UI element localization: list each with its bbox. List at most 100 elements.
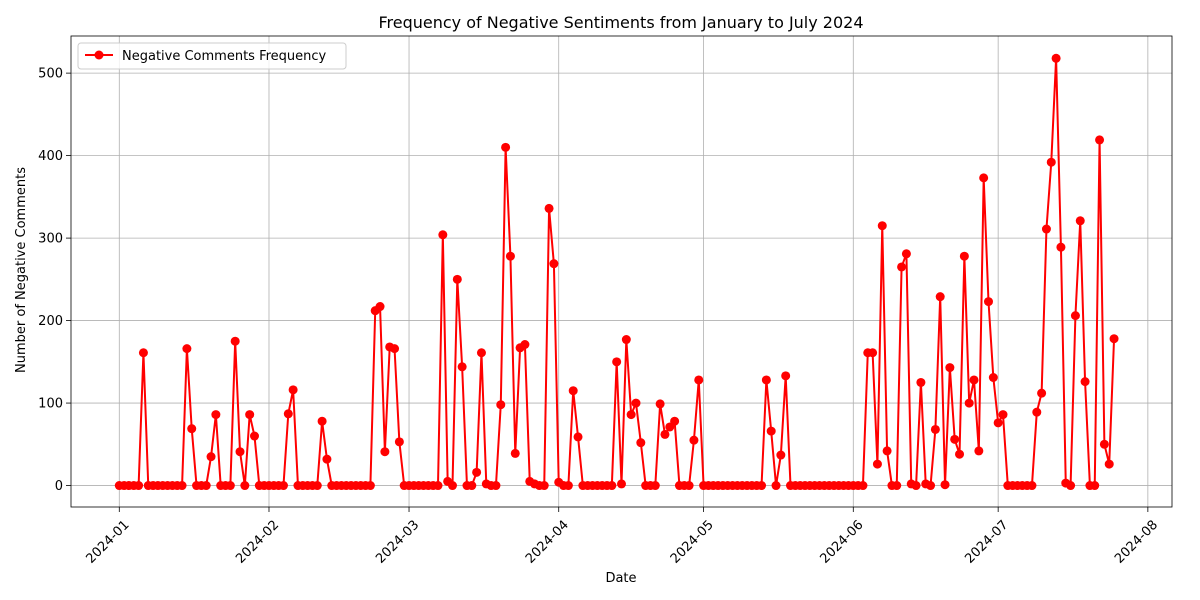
data-point (496, 400, 506, 410)
data-point (940, 480, 950, 490)
data-point (897, 262, 907, 272)
data-point (872, 459, 882, 469)
data-point (375, 302, 385, 312)
data-point (650, 481, 660, 491)
data-point (365, 481, 375, 491)
data-point (433, 481, 443, 491)
data-point (1095, 135, 1105, 145)
data-point (563, 481, 573, 491)
data-point (476, 348, 486, 358)
data-point (1070, 311, 1080, 321)
data-point (206, 452, 216, 462)
data-point (969, 375, 979, 385)
y-tick-label: 400 (38, 149, 63, 164)
data-point (930, 424, 940, 434)
data-point (655, 399, 665, 409)
data-point (1046, 157, 1056, 167)
data-point (868, 348, 878, 358)
data-point (134, 481, 144, 491)
legend: Negative Comments Frequency (77, 42, 347, 70)
x-axis-title: Date (605, 571, 636, 586)
data-point (317, 416, 327, 426)
data-point (1041, 224, 1051, 234)
data-point (177, 481, 187, 491)
x-tick-label: 2024-01 (84, 518, 133, 567)
data-point (501, 142, 511, 152)
data-point (1109, 334, 1119, 344)
data-point (776, 450, 786, 460)
data-point (950, 434, 960, 444)
data-point (621, 335, 631, 345)
y-tick-label: 0 (55, 479, 63, 494)
data-point (781, 371, 791, 381)
grid (71, 36, 1172, 507)
x-tick-label: 2024-08 (1112, 518, 1161, 567)
x-tick-label: 2024-07 (962, 518, 1011, 567)
data-point (974, 446, 984, 456)
data-point (1066, 481, 1076, 491)
data-point (607, 481, 617, 491)
data-point (766, 426, 776, 436)
data-point (230, 336, 240, 346)
data-point (945, 363, 955, 373)
y-tick-label: 500 (38, 67, 63, 82)
data-point (1027, 481, 1037, 491)
data-point (979, 173, 989, 183)
data-point (472, 467, 482, 477)
data-point (390, 344, 400, 354)
data-point (901, 249, 911, 259)
data-point (457, 362, 467, 372)
data-point (617, 479, 626, 489)
data-point (573, 432, 583, 442)
legend-marker-swatch (94, 50, 104, 60)
data-point (626, 410, 636, 420)
data-point (452, 274, 462, 284)
x-tick-label: 2024-06 (818, 518, 867, 567)
data-point (892, 481, 902, 491)
data-point (1075, 216, 1085, 226)
data-point (510, 448, 520, 458)
data-point (225, 481, 235, 491)
data-point (955, 449, 965, 459)
legend-label: Negative Comments Frequency (122, 49, 327, 64)
data-point (1090, 481, 1100, 491)
data-point (636, 438, 646, 448)
data-point (1099, 439, 1109, 449)
data-point (1051, 53, 1061, 63)
data-point (1056, 242, 1066, 252)
data-point (288, 385, 298, 395)
data-point (1037, 388, 1047, 398)
data-point (438, 230, 448, 240)
data-point (182, 344, 192, 354)
data-point (539, 481, 549, 491)
data-point (670, 416, 680, 426)
data-point (877, 221, 887, 231)
data-point (322, 454, 332, 464)
data-point (187, 424, 197, 434)
data-point (964, 398, 974, 408)
data-point (988, 372, 998, 382)
x-tick-label: 2024-02 (233, 518, 282, 567)
data-point (201, 481, 211, 491)
data-point (235, 447, 245, 457)
data-point (278, 481, 288, 491)
data-point (771, 481, 781, 491)
data-point (757, 481, 767, 491)
x-tick-label: 2024-05 (668, 518, 717, 567)
data-point (1080, 377, 1090, 387)
data-point (858, 481, 868, 491)
data-point (250, 431, 259, 441)
data-point (998, 410, 1008, 420)
data-point (689, 435, 699, 445)
data-point (467, 481, 477, 491)
x-tick-label: 2024-04 (523, 518, 572, 567)
chart-title: Frequency of Negative Sentiments from Ja… (378, 13, 863, 32)
data-point (882, 446, 892, 456)
data-point (935, 292, 945, 302)
data-point (993, 418, 1003, 428)
y-axis-title: Number of Negative Comments (14, 167, 29, 373)
data-point (380, 447, 390, 457)
y-tick-label: 300 (38, 232, 63, 247)
data-point (394, 437, 404, 447)
